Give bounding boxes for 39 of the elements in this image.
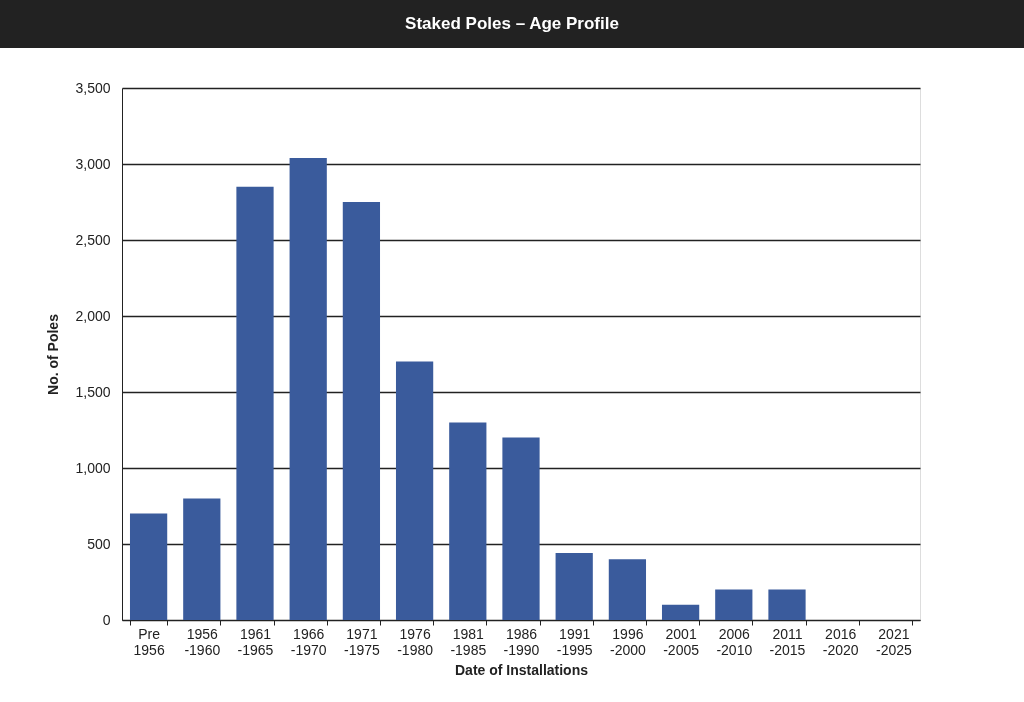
y-tick-label: 2,000 — [75, 307, 111, 324]
y-tick-label: 3,500 — [75, 79, 111, 96]
y-tick-label: 3,000 — [75, 155, 111, 172]
bar — [395, 361, 434, 620]
x-tick-label: 1986 -1990 — [503, 625, 540, 658]
x-tick-label: 2011 -2015 — [769, 625, 806, 658]
bar — [502, 437, 540, 620]
y-tick-label: 0 — [102, 611, 111, 628]
x-tick-label: 1971 -1975 — [343, 625, 381, 658]
bar — [183, 498, 221, 620]
y-axis-title: No. of Poles — [45, 313, 62, 395]
y-tick-label: 1,000 — [75, 459, 111, 476]
bar — [236, 186, 274, 620]
chart-title: Staked Poles – Age Profile — [405, 14, 619, 33]
x-tick-label: 2016 -2020 — [822, 625, 859, 658]
bar — [555, 553, 593, 620]
x-tick-label: 1976 -1980 — [397, 625, 434, 658]
y-tick-label: 500 — [87, 535, 111, 552]
x-tick-label: 1966 -1970 — [290, 625, 327, 658]
x-tick-label: 2006 -2010 — [716, 625, 753, 658]
x-tick-label: 2021 -2025 — [875, 625, 913, 658]
bar — [608, 559, 647, 620]
x-tick-label: 1956 -1960 — [184, 625, 221, 658]
bar — [289, 157, 327, 620]
y-tick-label: 1,500 — [75, 383, 111, 400]
x-tick-label: Pre 1956 — [133, 625, 165, 658]
bar — [715, 589, 753, 620]
bar — [768, 589, 806, 620]
x-axis-title: Date of Installations — [454, 661, 589, 678]
bar — [661, 604, 700, 620]
bar — [449, 422, 487, 620]
bar — [342, 202, 381, 620]
x-tick-label: 1961 -1965 — [237, 625, 274, 658]
y-tick-label: 2,500 — [75, 231, 111, 248]
x-tick-label: 1991 -1995 — [556, 625, 593, 658]
x-tick-label: 1981 -1985 — [450, 625, 487, 658]
bar — [129, 513, 168, 620]
x-tick-label: 2001 -2005 — [663, 625, 700, 658]
x-tick-label: 1996 -2000 — [609, 625, 647, 658]
